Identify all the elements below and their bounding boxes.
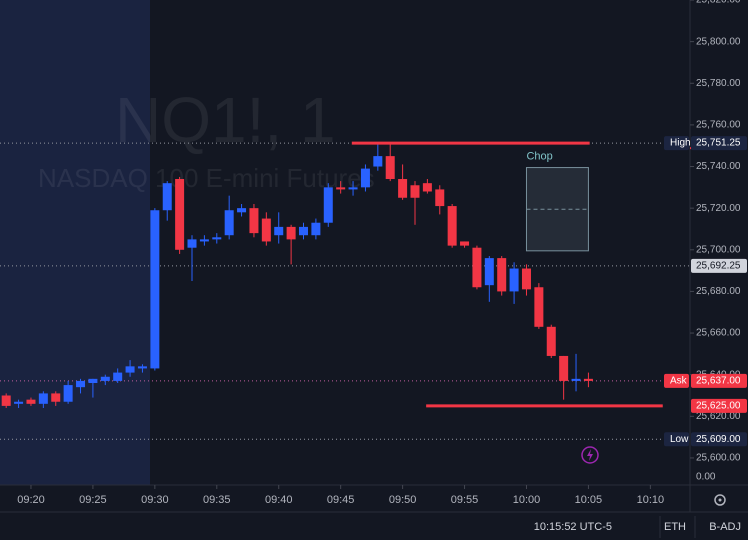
- x-tick-label: 10:05: [575, 494, 603, 506]
- candle-body: [521, 268, 531, 290]
- price-badge-name-bg: [664, 373, 689, 388]
- x-tick-label: 09:30: [141, 494, 169, 506]
- settings-icon[interactable]: [714, 494, 726, 506]
- y-tick-label: 25,780.00: [696, 78, 741, 89]
- adjustment[interactable]: B-ADJ: [709, 521, 741, 533]
- candle-body: [125, 366, 135, 373]
- candle-body: [472, 247, 482, 288]
- candle-body: [224, 210, 234, 236]
- y-tick-label: 25,740.00: [696, 161, 741, 172]
- y-tick-label: 25,720.00: [696, 203, 741, 214]
- price-badge-value: 25,692.25: [696, 261, 741, 272]
- x-tick-label: 10:10: [637, 494, 665, 506]
- candle-body: [373, 156, 383, 167]
- y-tick-label: 25,660.00: [696, 328, 741, 339]
- session[interactable]: ETH: [664, 521, 686, 533]
- candle-body: [150, 210, 160, 369]
- y-tick-label: 25,800.00: [696, 36, 741, 47]
- price-badge-value: 25,637.00: [696, 376, 741, 387]
- candle-body: [360, 168, 370, 188]
- x-tick-label: 09:45: [327, 494, 355, 506]
- candle-body: [546, 326, 556, 356]
- candle-body: [323, 187, 333, 223]
- candle-body: [249, 208, 259, 234]
- candle-body: [398, 179, 408, 198]
- x-tick-label: 09:40: [265, 494, 293, 506]
- candle-body: [26, 399, 36, 404]
- price-badge: [691, 258, 747, 273]
- alert-icon[interactable]: [581, 446, 599, 464]
- candle-body: [113, 372, 123, 381]
- candle-body: [274, 226, 284, 236]
- price-badge-value: 25,625.00: [696, 401, 741, 412]
- price-badge-value: 25,751.25: [696, 138, 741, 149]
- candle-body: [348, 187, 358, 190]
- watermark-symbol: NQ1!, 1: [115, 84, 336, 156]
- x-tick-label: 09:55: [451, 494, 479, 506]
- candle-body: [1, 395, 11, 406]
- candle-body: [237, 208, 247, 213]
- y-tick-label: 25,760.00: [696, 120, 741, 131]
- x-tick-label: 09:35: [203, 494, 231, 506]
- candle-body: [162, 183, 172, 211]
- y-tick-label: 25,600.00: [696, 453, 741, 464]
- candle-body: [199, 239, 209, 242]
- y-tick-label: 25,620.00: [696, 411, 741, 422]
- price-badge-name-bg: [664, 136, 689, 151]
- candle-body: [410, 185, 420, 198]
- candle-body: [497, 258, 507, 292]
- candle-body: [559, 355, 569, 381]
- candle-body: [583, 378, 593, 381]
- candle-body: [311, 222, 321, 236]
- price-badge: [691, 136, 747, 151]
- candle-body: [51, 393, 61, 402]
- candle-body: [63, 385, 73, 402]
- candle-body: [175, 179, 185, 250]
- x-tick-label: 09:20: [17, 494, 45, 506]
- y-tick-label: 25,700.00: [696, 244, 741, 255]
- candle-body: [509, 268, 519, 292]
- candle-body: [571, 378, 581, 381]
- box-label: Chop: [526, 150, 552, 162]
- x-tick-label: 10:00: [513, 494, 541, 506]
- volume-tick-label: 0.00: [696, 472, 716, 483]
- candle-body: [385, 156, 395, 180]
- candle-body: [14, 401, 24, 404]
- candle-body: [137, 366, 147, 369]
- price-badge: [691, 398, 747, 413]
- premarket-shade: [0, 0, 150, 485]
- candle-body: [460, 241, 470, 246]
- candle-body: [100, 376, 110, 381]
- candle-body: [286, 226, 296, 240]
- candle-body: [484, 258, 494, 286]
- price-badge-name: High: [670, 138, 691, 149]
- price-badge-name-bg: [664, 432, 689, 447]
- price-badge: [691, 432, 747, 447]
- candle-body: [38, 393, 48, 404]
- candle-body: [88, 378, 98, 384]
- candle-body: [435, 189, 445, 207]
- y-tick-label: 25,820.00: [696, 0, 741, 6]
- candle-body: [187, 239, 197, 248]
- candle-body: [336, 187, 346, 190]
- price-badge: [691, 373, 747, 388]
- x-tick-label: 09:50: [389, 494, 417, 506]
- watermark-name: NASDAQ 100 E-mini Futures: [38, 163, 375, 193]
- candle-body: [534, 287, 544, 327]
- candle-body: [212, 237, 222, 240]
- candle-body: [76, 380, 86, 388]
- clock: 10:15:52 UTC-5: [534, 521, 612, 533]
- price-badge-name: Ask: [670, 376, 688, 387]
- x-tick-label: 09:25: [79, 494, 107, 506]
- price-badge-value: 25,609.00: [696, 434, 741, 445]
- candle-body: [447, 206, 457, 246]
- candle-body: [299, 226, 309, 236]
- candle-body: [261, 218, 271, 242]
- price-badge-name: Low: [670, 434, 689, 445]
- y-tick-label: 25,680.00: [696, 286, 741, 297]
- candle-body: [422, 183, 432, 192]
